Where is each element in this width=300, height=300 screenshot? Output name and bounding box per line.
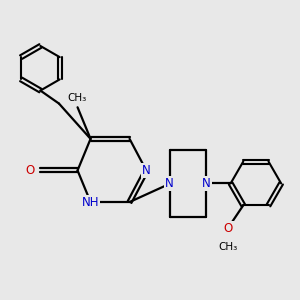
Text: CH₃: CH₃ — [218, 242, 238, 252]
Text: N: N — [165, 177, 174, 190]
Text: NH: NH — [82, 196, 99, 208]
Text: N: N — [142, 164, 151, 177]
Text: O: O — [26, 164, 35, 177]
Text: CH₃: CH₃ — [67, 93, 86, 103]
Text: O: O — [224, 222, 232, 235]
Text: N: N — [202, 177, 211, 190]
